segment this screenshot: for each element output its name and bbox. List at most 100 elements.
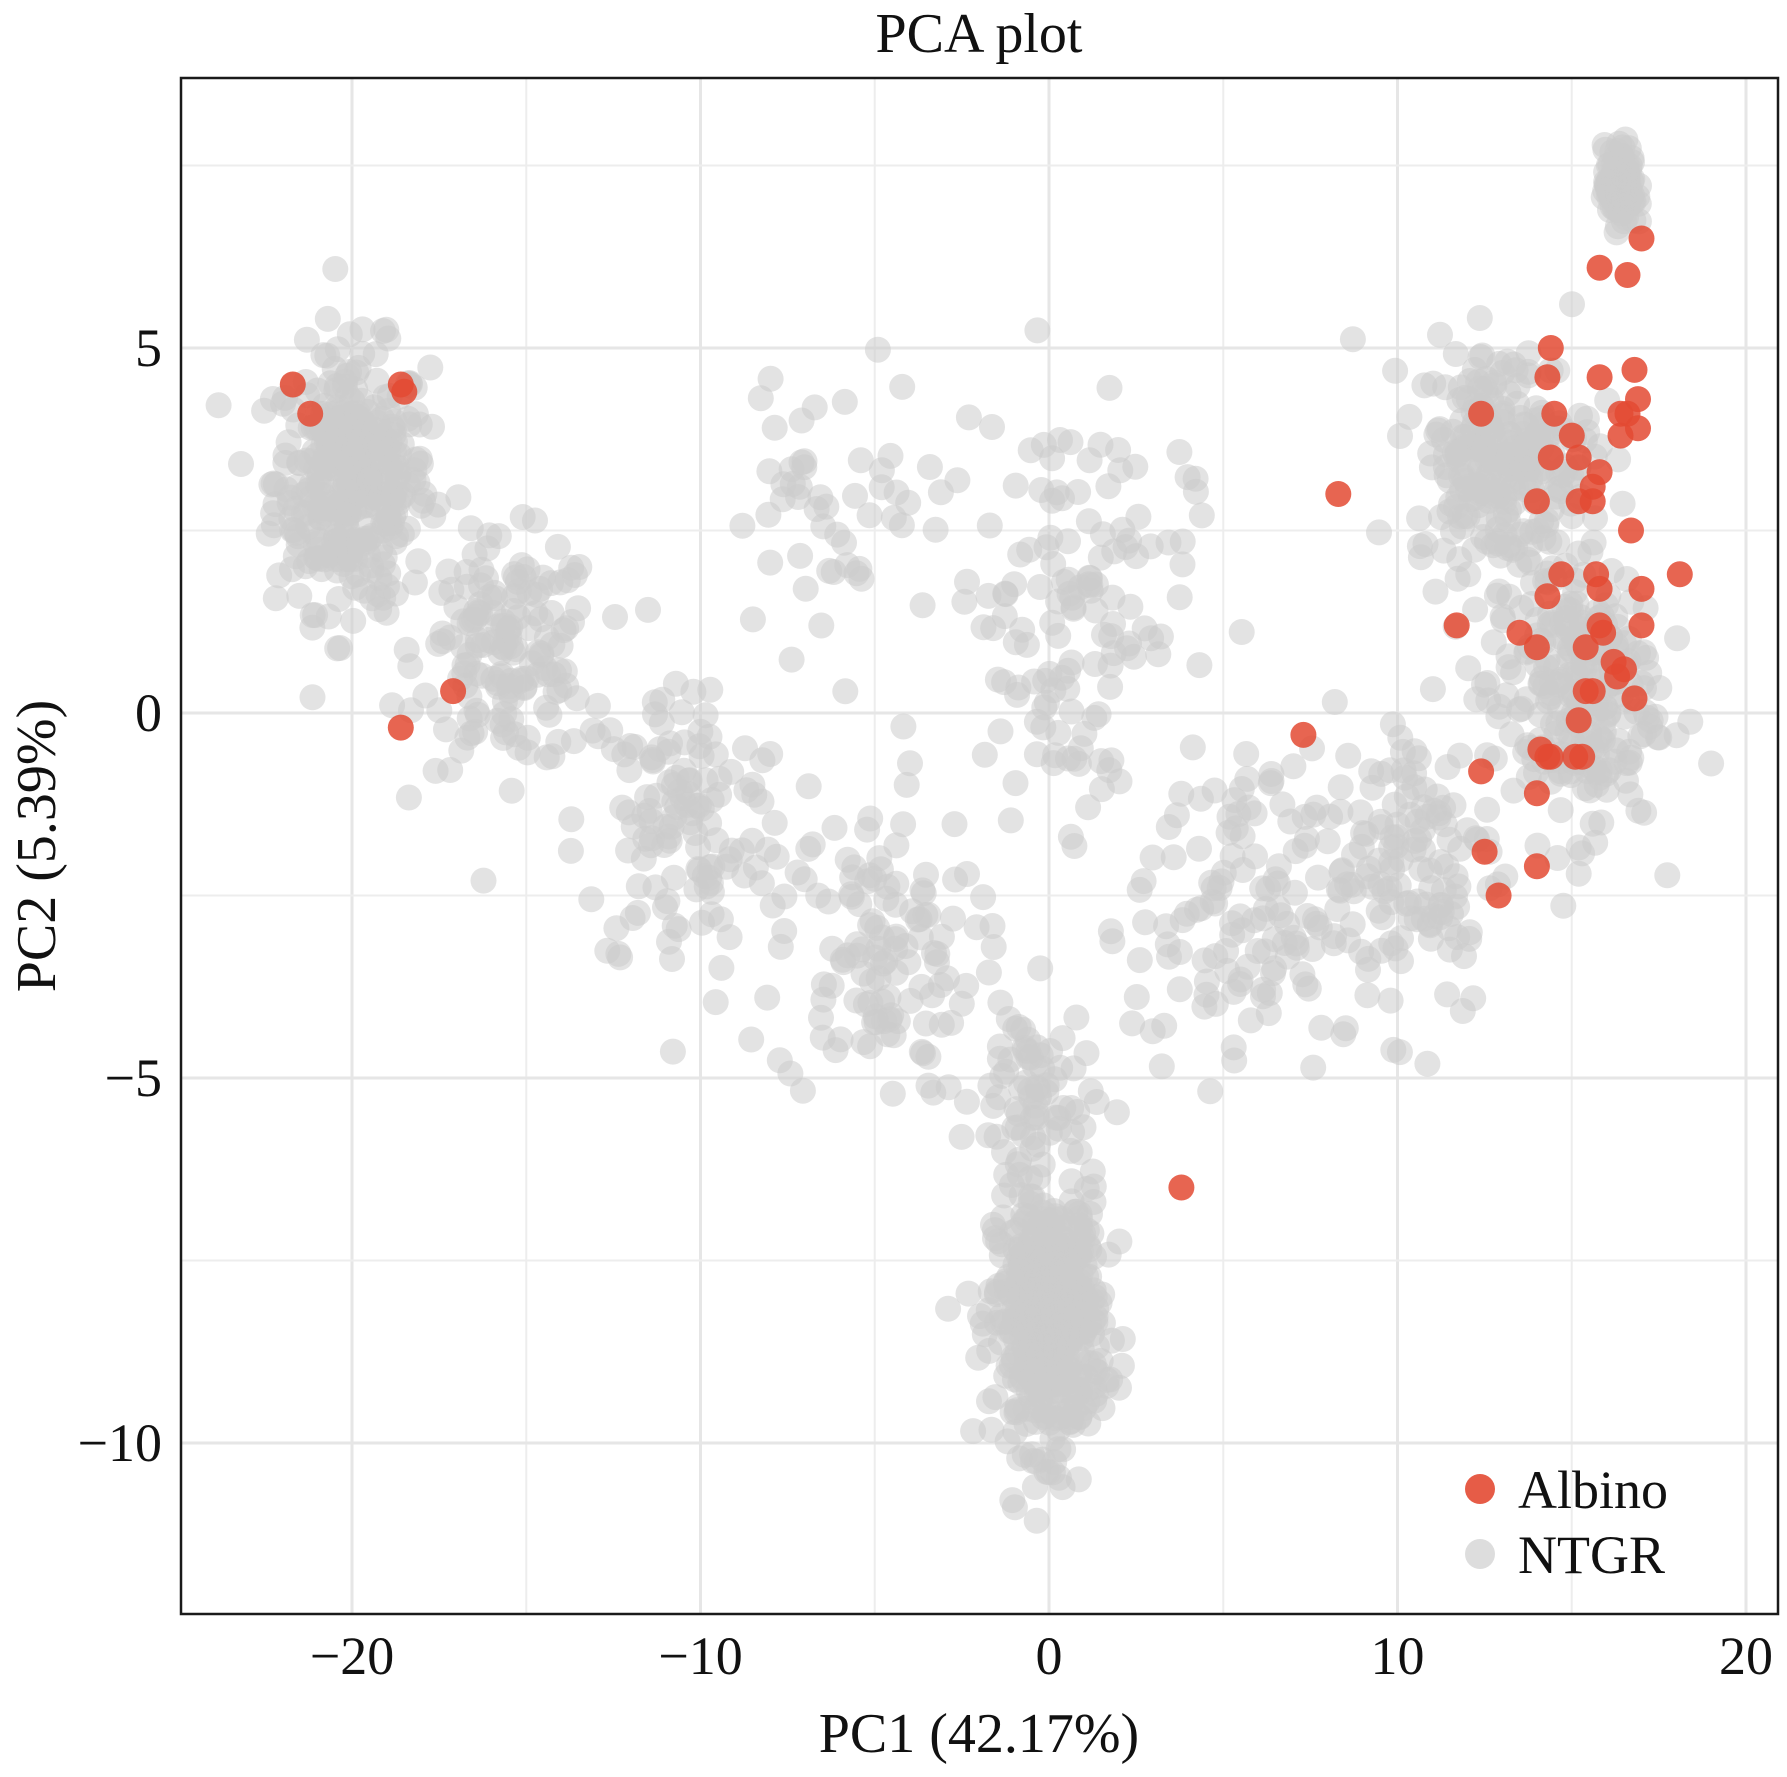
- ntgr-point: [554, 567, 581, 594]
- ntgr-point: [757, 549, 784, 576]
- ntgr-point: [1050, 568, 1077, 595]
- y-axis-label: PC2 (5.39%): [6, 700, 68, 992]
- ntgr-point: [951, 588, 978, 615]
- ntgr-point: [857, 805, 884, 832]
- ntgr-point: [1114, 635, 1141, 662]
- ntgr-point: [335, 537, 362, 564]
- ntgr-point: [1341, 841, 1367, 868]
- ntgr-point: [1081, 1243, 1107, 1270]
- ntgr-point: [1061, 1385, 1088, 1412]
- albino-point: [1586, 254, 1613, 281]
- ntgr-point: [1630, 721, 1657, 748]
- ntgr-point: [761, 809, 788, 836]
- y-tick-label: −5: [105, 1048, 162, 1108]
- ntgr-point: [789, 1077, 816, 1104]
- ntgr-point: [1698, 750, 1725, 777]
- ntgr-point: [1335, 927, 1361, 954]
- ntgr-point: [1220, 978, 1247, 1005]
- ntgr-point: [1234, 953, 1261, 980]
- ntgr-point: [462, 718, 489, 745]
- ntgr-point: [1630, 639, 1657, 666]
- ntgr-point: [1108, 1352, 1135, 1379]
- ntgr-point: [1463, 686, 1490, 713]
- ntgr-point: [322, 256, 349, 282]
- x-axis-label: PC1 (42.17%): [819, 1703, 1139, 1765]
- ntgr-point: [1122, 453, 1149, 480]
- albino-point: [1558, 422, 1585, 449]
- ntgr-point: [1080, 1373, 1107, 1400]
- ntgr-point: [1350, 820, 1377, 846]
- ntgr-point: [643, 782, 670, 809]
- ntgr-point: [1097, 918, 1124, 945]
- ntgr-point: [1524, 832, 1551, 859]
- ntgr-point: [1550, 892, 1577, 919]
- ntgr-point: [1049, 1025, 1076, 1052]
- ntgr-point: [729, 512, 756, 539]
- ntgr-point: [1186, 835, 1212, 862]
- ntgr-point: [922, 516, 949, 543]
- ntgr-point: [1038, 1327, 1065, 1354]
- ntgr-point: [1366, 519, 1392, 546]
- ntgr-point: [1498, 721, 1525, 748]
- ntgr-point: [1058, 698, 1085, 725]
- ntgr-point: [558, 806, 585, 833]
- ntgr-point: [1408, 856, 1435, 882]
- x-tick-label: 20: [1719, 1626, 1773, 1686]
- ntgr-point: [1077, 1078, 1104, 1105]
- albino-point: [1607, 422, 1634, 449]
- ntgr-point: [1494, 535, 1521, 561]
- ntgr-point: [642, 874, 669, 901]
- ntgr-point: [1241, 800, 1268, 827]
- ntgr-point: [965, 1344, 992, 1371]
- ntgr-point: [1126, 876, 1153, 903]
- albino-point: [297, 400, 324, 427]
- ntgr-point: [1037, 524, 1064, 551]
- ntgr-point: [847, 447, 874, 474]
- ntgr-point: [602, 604, 628, 630]
- ntgr-point: [1321, 689, 1348, 715]
- ntgr-point: [771, 883, 798, 910]
- ntgr-point: [1451, 943, 1477, 970]
- ntgr-point: [1106, 1228, 1133, 1255]
- albino-point: [1579, 488, 1606, 515]
- ntgr-point: [445, 484, 472, 511]
- ntgr-point: [1148, 1053, 1175, 1080]
- ntgr-point: [546, 677, 573, 704]
- ntgr-point: [405, 548, 432, 575]
- ntgr-point: [1004, 1393, 1031, 1420]
- ntgr-point: [347, 422, 374, 449]
- ntgr-point: [805, 882, 832, 909]
- ntgr-point: [1325, 876, 1352, 903]
- ntgr-point: [1469, 478, 1496, 505]
- ntgr-point: [1106, 1374, 1132, 1401]
- ntgr-point: [412, 682, 439, 709]
- albino-point: [1548, 561, 1575, 588]
- albino-point: [1468, 758, 1495, 785]
- ntgr-point: [1048, 1239, 1074, 1266]
- ntgr-point: [1593, 159, 1620, 186]
- ntgr-point: [1355, 956, 1381, 983]
- ntgr-point: [980, 1092, 1007, 1119]
- ntgr-point: [1395, 889, 1422, 916]
- ntgr-point: [1096, 374, 1123, 401]
- ntgr-point: [1593, 760, 1619, 787]
- ntgr-point: [578, 886, 605, 913]
- ntgr-point: [771, 918, 798, 944]
- ntgr-point: [979, 414, 1005, 440]
- ntgr-point: [1046, 1464, 1072, 1491]
- ntgr-point: [1169, 551, 1196, 578]
- plot-frame: [179, 76, 1780, 1616]
- ntgr-point: [1096, 757, 1123, 784]
- ntgr-point: [1339, 326, 1366, 353]
- ntgr-point: [1228, 619, 1255, 645]
- ntgr-point: [991, 669, 1018, 696]
- ntgr-point: [953, 1088, 980, 1115]
- ntgr-point: [1547, 797, 1574, 824]
- ntgr-point: [975, 959, 1002, 986]
- ntgr-point: [1198, 869, 1225, 896]
- ntgr-point: [954, 568, 980, 595]
- ntgr-point: [987, 989, 1014, 1016]
- ntgr-point: [1480, 629, 1507, 656]
- albino-point: [1621, 356, 1648, 383]
